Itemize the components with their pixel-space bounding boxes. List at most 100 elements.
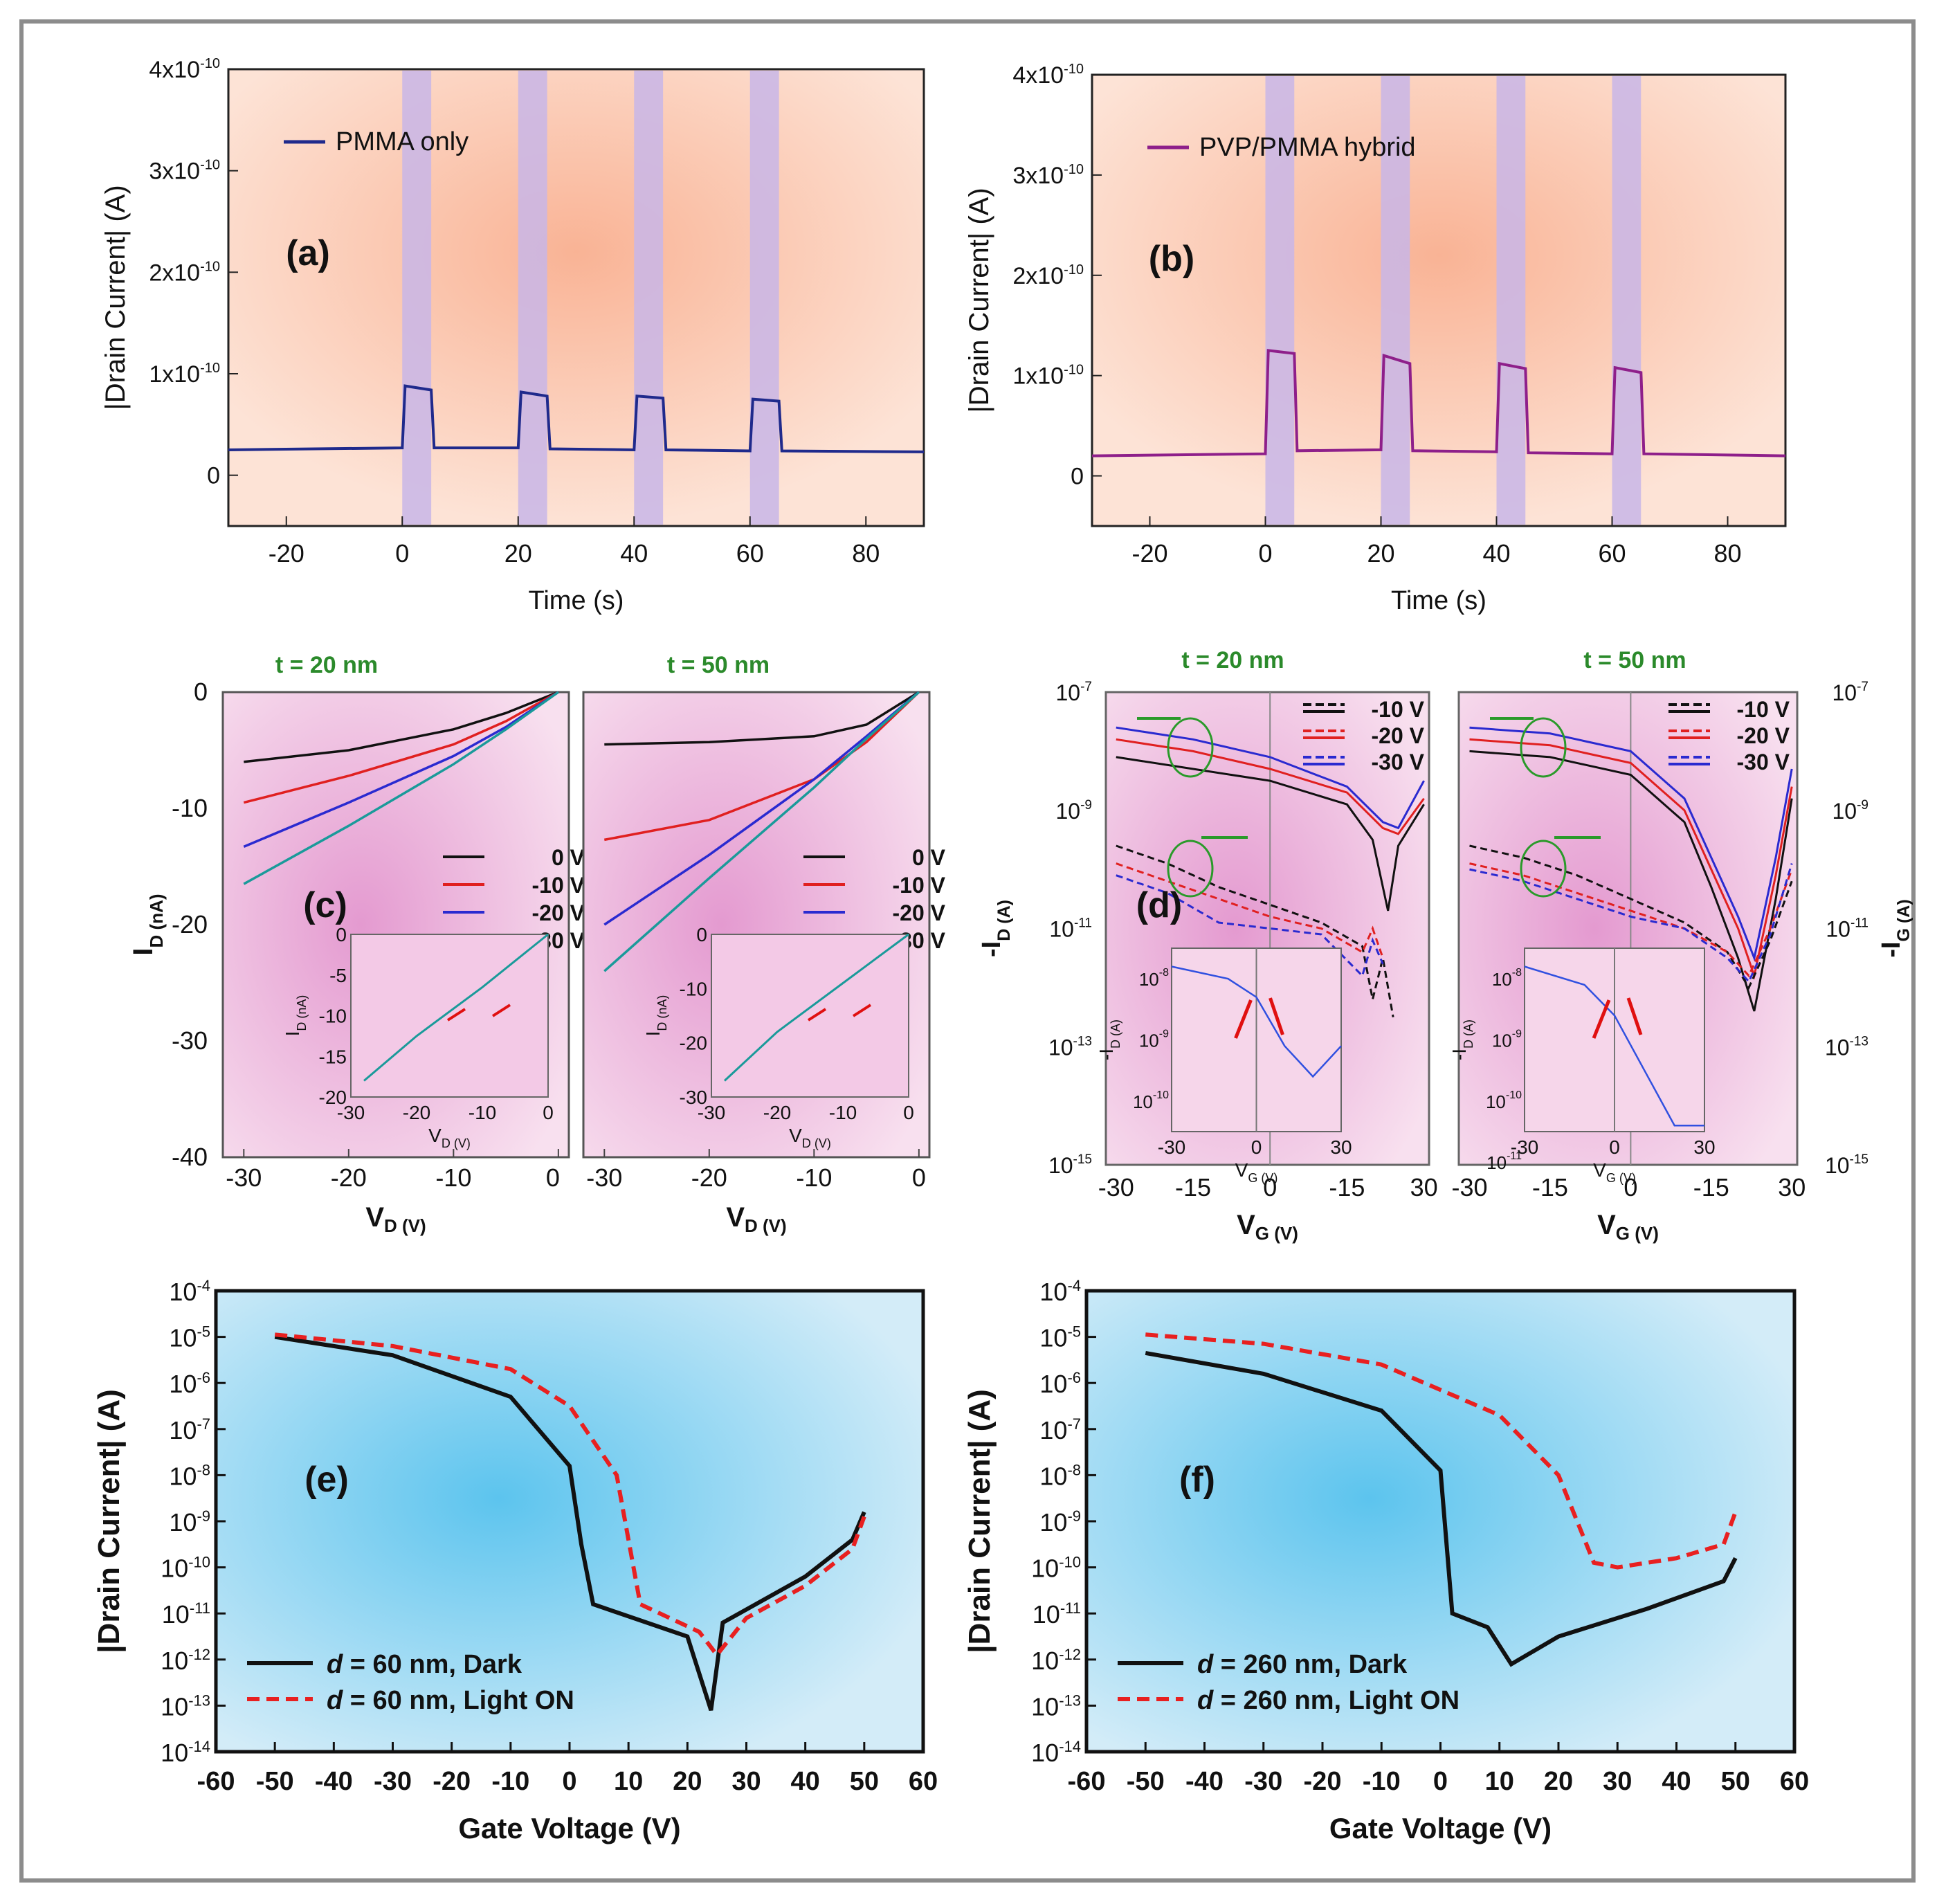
y-tick-label: 10-10	[1031, 1554, 1081, 1583]
x-axis-label: Time (s)	[1391, 586, 1486, 615]
legend-entry: -10 V	[1737, 697, 1790, 722]
y-tick-label: 10-14	[161, 1738, 210, 1767]
inset-series	[723, 933, 909, 1082]
inset-x-label: VG (V)	[1235, 1159, 1278, 1185]
x-tick-label: 20	[1544, 1767, 1573, 1796]
series-line	[1469, 738, 1793, 980]
y-right-tick-label: 10-7	[1833, 680, 1869, 705]
y-axis-label: |Drain Current| (A)	[100, 185, 131, 410]
y-tick-label: 4x10-10	[149, 56, 220, 83]
inset-y-label: ID (nA)	[282, 995, 309, 1037]
inset-x-tick-label: 0	[1609, 1136, 1620, 1158]
panel-label: (d)	[1136, 885, 1182, 925]
y-tick-label: 2x10-10	[149, 259, 220, 286]
x-tick-label: 20	[504, 539, 532, 568]
x-tick-label: 40	[620, 539, 648, 568]
y-tick-label: 10-12	[161, 1646, 210, 1675]
inset-series	[363, 933, 549, 1082]
y-tick-label: 0	[194, 678, 208, 706]
arrow-down	[1234, 999, 1253, 1039]
series-line	[1469, 863, 1793, 983]
inset: -30 -20 -10 0 0 -10 -20 -30 VD (V) ID (nA)	[642, 924, 914, 1150]
legend-entry: -20 V	[1372, 723, 1425, 748]
plot-area	[214, 1289, 925, 1754]
y-tick-label: 10-5	[1039, 1323, 1081, 1352]
y-tick-label: 10-13	[161, 1692, 210, 1721]
y-tick-label: -10	[172, 794, 208, 822]
inset-x-tick-label: -30	[1511, 1136, 1538, 1158]
x-tick-label: 40	[1482, 539, 1510, 568]
x-axis-label: Time (s)	[529, 586, 624, 615]
figure-frame	[19, 19, 1916, 1883]
inset-x-label: VD (V)	[789, 1125, 831, 1150]
inset-x-tick-label: -30	[1158, 1136, 1185, 1158]
y-right-tick-label: 10-11	[1826, 916, 1868, 942]
inset-x-tick-label: 30	[1693, 1136, 1715, 1158]
y-tick-label: 10-9	[169, 1507, 210, 1536]
x-tick-label: 50	[1721, 1767, 1750, 1796]
x-tick-label: -20	[691, 1163, 727, 1192]
inset-y-tick-label: 10-9	[1492, 1028, 1522, 1051]
x-tick-label: -20	[1304, 1767, 1342, 1796]
y-tick-label: 10-11	[162, 1599, 210, 1629]
x-tick-label: -30	[1098, 1173, 1134, 1202]
series-line	[243, 691, 559, 849]
arrow-up	[852, 1004, 872, 1017]
x-tick-label: 10	[614, 1767, 643, 1796]
inset-x-tick-label: -30	[337, 1102, 365, 1123]
inset-x-tick-label: 30	[1330, 1136, 1352, 1158]
x-tick-label: -50	[1127, 1767, 1165, 1796]
series-line	[1091, 349, 1786, 457]
inset-x-tick-label: -10	[829, 1102, 857, 1123]
x-tick-label: 30	[1603, 1767, 1632, 1796]
light-window-1	[518, 71, 547, 525]
x-tick-label: 0	[912, 1163, 926, 1192]
inset-series	[1171, 965, 1342, 1078]
series-line	[603, 691, 920, 972]
y-axis-label: |Drain Current| (A)	[92, 1389, 127, 1653]
y-tick-label: 3x10-10	[1012, 162, 1084, 189]
y-tick-label: 2x10-10	[1012, 262, 1084, 289]
inset-y-tick-label: 10-10	[1486, 1089, 1522, 1112]
series-line	[1469, 844, 1793, 990]
panel-label: (e)	[304, 1460, 349, 1500]
x-tick-label: 10	[1485, 1767, 1514, 1796]
x-axis-label: VG (V)	[1237, 1210, 1298, 1244]
panel-label: (a)	[286, 233, 330, 273]
y-tick-label: 10-15	[1048, 1152, 1092, 1178]
y-tick-label: 4x10-10	[1012, 62, 1084, 89]
inset-y-tick-label: 10-8	[1492, 967, 1522, 990]
x-tick-label: 40	[1662, 1767, 1691, 1796]
x-tick-label: 0	[1258, 539, 1272, 568]
y-tick-label: 10-13	[1048, 1034, 1092, 1060]
y-tick-label: 0	[1071, 464, 1084, 490]
x-tick-label: -10	[435, 1163, 471, 1192]
x-tick-label: -20	[1131, 539, 1167, 568]
y-tick-label: 10-8	[1039, 1461, 1081, 1490]
legend-entry: d = 60 nm, Light ON	[327, 1686, 574, 1715]
inset-x-tick-label: 0	[903, 1102, 914, 1123]
series-line	[1116, 844, 1394, 1017]
inset-y-tick-label: -5	[329, 965, 347, 986]
x-tick-label: -30	[374, 1767, 412, 1796]
light-window-1	[1381, 76, 1410, 525]
series-line	[228, 384, 925, 453]
x-tick-label: -15	[1175, 1173, 1211, 1202]
y-tick-label: 10-14	[1031, 1738, 1081, 1767]
panel-label: (b)	[1149, 239, 1194, 279]
light-window-3	[749, 71, 779, 525]
y-tick-label: 10-6	[169, 1369, 210, 1398]
legend-entry: -30 V	[1372, 750, 1425, 774]
panel-f: -60 -50 -40 -30 -20 -10 0 10 20 30 40 50 60 10-4 10-5 1…	[963, 1277, 1809, 1844]
x-tick-label: 0	[395, 539, 409, 568]
panel-label: (f)	[1179, 1460, 1215, 1500]
x-tick-label: 80	[1713, 539, 1741, 568]
y-axis-label: |Drain Current| (A)	[963, 1389, 997, 1653]
x-axis-label: Gate Voltage (V)	[1329, 1812, 1552, 1844]
light-window-0	[402, 71, 432, 525]
legend-entry: PVP/PMMA hybrid	[1199, 133, 1416, 162]
y-axis-label: -ID (A)	[977, 900, 1014, 957]
